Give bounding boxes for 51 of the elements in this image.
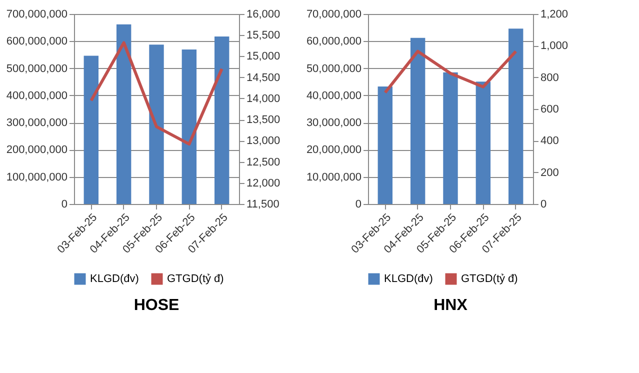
- y-tick-label: 40,000,000: [306, 90, 362, 102]
- y2-tick-label: 400: [540, 135, 559, 148]
- y-tick-label: 20,000,000: [306, 144, 362, 156]
- line-series: [90, 41, 224, 146]
- y-tick-label: 500,000,000: [6, 62, 68, 75]
- y-tick-label: 300,000,000: [6, 117, 68, 130]
- bar: [476, 82, 491, 204]
- y-tick-label: 10,000,000: [306, 171, 362, 184]
- legend-label: KLGD(đv): [384, 273, 433, 285]
- y2-tick-label: 15,500: [246, 30, 280, 42]
- bar: [508, 28, 524, 204]
- bar: [182, 50, 197, 204]
- y2-tick-label: 600: [540, 104, 559, 116]
- y-tick-label: 600,000,000: [6, 36, 68, 48]
- y-tick-label: 0: [61, 198, 68, 210]
- legend-label: KLGD(đv): [90, 273, 139, 285]
- y2-tick-label: 12,000: [246, 177, 280, 190]
- y2-tick-label: 16,000: [246, 8, 280, 20]
- bar: [378, 86, 393, 204]
- bar: [84, 56, 99, 204]
- y2-tick-label: 13,000: [246, 135, 280, 148]
- bar: [116, 24, 132, 204]
- bar: [443, 72, 458, 204]
- y-tick-label: 200,000,000: [6, 144, 68, 156]
- y2-tick-label: 1,000: [540, 40, 568, 52]
- bar: [149, 44, 164, 204]
- y2-tick-label: 14,000: [246, 92, 280, 105]
- bar: [410, 38, 426, 204]
- y2-tick-label: 12,500: [246, 156, 280, 168]
- y-tick-label: 700,000,000: [6, 8, 68, 20]
- y-tick-label: 100,000,000: [6, 171, 68, 184]
- y-tick-label: 400,000,000: [6, 90, 68, 102]
- legend-label: GTGD(tỷ đ): [167, 273, 224, 285]
- y2-tick-label: 0: [540, 198, 547, 210]
- y-tick-label: 50,000,000: [306, 62, 362, 75]
- y2-tick-label: 800: [540, 72, 559, 84]
- y-tick-label: 30,000,000: [306, 117, 362, 130]
- y2-tick-label: 200: [540, 166, 559, 179]
- y2-tick-label: 15,000: [246, 50, 280, 63]
- y-tick-label: 70,000,000: [306, 8, 362, 20]
- line-series: [384, 50, 518, 94]
- legend-label: GTGD(tỷ đ): [461, 273, 518, 285]
- y2-tick-label: 14,500: [246, 72, 280, 84]
- y-tick-label: 0: [355, 198, 362, 210]
- y2-tick-label: 13,500: [246, 114, 280, 126]
- y-tick-label: 60,000,000: [306, 36, 362, 48]
- bar: [214, 36, 230, 204]
- y2-tick-label: 1,200: [540, 8, 568, 20]
- text: HNX: [434, 297, 468, 314]
- y2-tick-label: 11,500: [246, 198, 280, 210]
- text: HOSE: [134, 297, 180, 314]
